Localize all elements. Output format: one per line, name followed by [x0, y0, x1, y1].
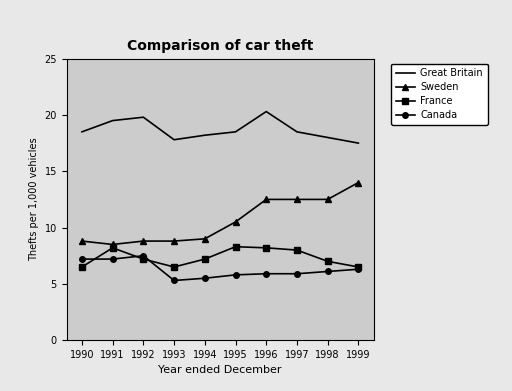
- Canada: [202, 276, 208, 281]
- France: [79, 265, 85, 269]
- Sweden: [110, 242, 116, 247]
- Canada: [140, 253, 146, 258]
- France: [110, 246, 116, 250]
- Great Britain: [232, 129, 239, 134]
- Line: Great Britain: Great Britain: [82, 111, 358, 143]
- Sweden: [171, 239, 177, 244]
- France: [202, 257, 208, 262]
- Line: Canada: Canada: [79, 253, 361, 283]
- Sweden: [79, 239, 85, 244]
- Canada: [79, 257, 85, 262]
- Canada: [232, 273, 239, 277]
- Canada: [325, 269, 331, 274]
- Line: France: France: [79, 244, 361, 270]
- Great Britain: [202, 133, 208, 138]
- Line: Sweden: Sweden: [79, 180, 361, 247]
- Great Britain: [140, 115, 146, 120]
- Canada: [171, 278, 177, 283]
- Y-axis label: Thefts per 1,000 vehicles: Thefts per 1,000 vehicles: [29, 138, 39, 261]
- Canada: [355, 267, 361, 272]
- France: [263, 246, 269, 250]
- France: [232, 244, 239, 249]
- Sweden: [325, 197, 331, 202]
- Great Britain: [325, 135, 331, 140]
- Great Britain: [263, 109, 269, 114]
- France: [140, 257, 146, 262]
- Sweden: [355, 180, 361, 185]
- Sweden: [232, 220, 239, 224]
- Great Britain: [110, 118, 116, 123]
- Legend: Great Britain, Sweden, France, Canada: Great Britain, Sweden, France, Canada: [391, 63, 487, 125]
- France: [325, 259, 331, 264]
- France: [171, 265, 177, 269]
- Sweden: [263, 197, 269, 202]
- Title: Comparison of car theft: Comparison of car theft: [127, 39, 313, 53]
- Canada: [110, 257, 116, 262]
- France: [294, 248, 300, 253]
- Great Britain: [171, 137, 177, 142]
- Sweden: [294, 197, 300, 202]
- Great Britain: [355, 141, 361, 145]
- Canada: [263, 271, 269, 276]
- France: [355, 265, 361, 269]
- Canada: [294, 271, 300, 276]
- Sweden: [202, 237, 208, 241]
- Great Britain: [294, 129, 300, 134]
- Great Britain: [79, 129, 85, 134]
- Sweden: [140, 239, 146, 244]
- X-axis label: Year ended December: Year ended December: [158, 366, 282, 375]
